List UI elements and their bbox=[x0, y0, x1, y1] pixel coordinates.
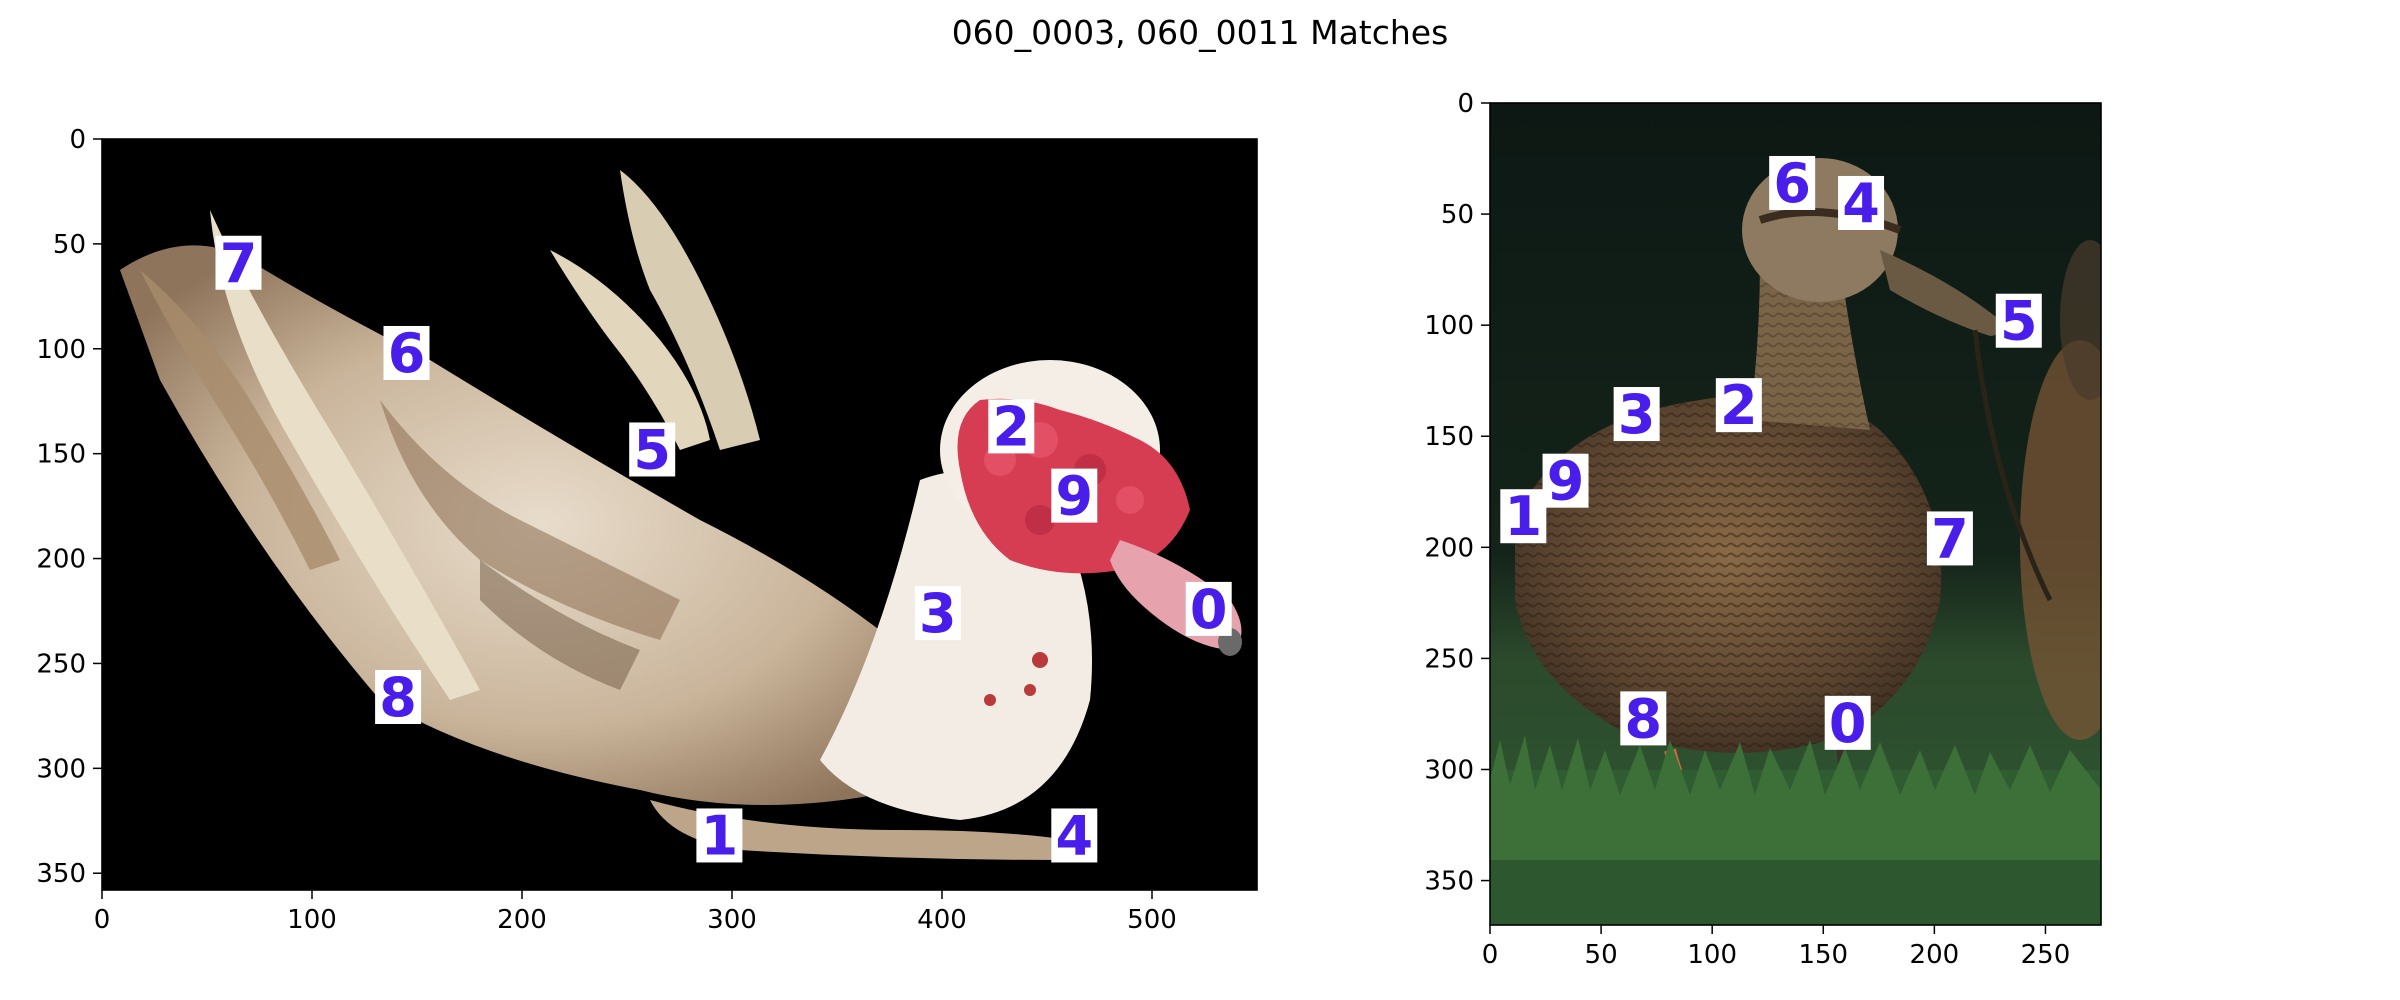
keypoint-number: 6 bbox=[1773, 152, 1811, 215]
x-tick-label: 100 bbox=[1687, 940, 1737, 970]
x-tick-label: 150 bbox=[1798, 940, 1848, 970]
keypoint-label-box bbox=[1500, 489, 1547, 544]
keypoint-label: 0 bbox=[1185, 578, 1232, 641]
keypoint-number: 4 bbox=[1842, 172, 1880, 235]
keypoint-number: 7 bbox=[1931, 507, 1969, 570]
keypoint-number: 8 bbox=[379, 666, 417, 729]
y-tick-label: 100 bbox=[1424, 311, 1474, 341]
keypoint-label: 6 bbox=[383, 322, 430, 385]
keypoint-number: 5 bbox=[633, 418, 671, 481]
y-tick-label: 250 bbox=[1424, 644, 1474, 674]
keypoint-label: 8 bbox=[375, 666, 422, 729]
x-tick-label: 250 bbox=[2021, 940, 2071, 970]
keypoint-number: 5 bbox=[2000, 290, 2038, 353]
x-tick-label: 0 bbox=[1482, 940, 1499, 970]
keypoint-number: 8 bbox=[1625, 687, 1663, 750]
y-tick-label: 150 bbox=[36, 440, 86, 470]
x-tick-label: 200 bbox=[497, 905, 547, 935]
y-tick-label: 0 bbox=[69, 125, 86, 155]
y-tick-label: 0 bbox=[1457, 89, 1474, 119]
keypoint-label: 4 bbox=[1051, 804, 1098, 867]
keypoint-label: 0 bbox=[1824, 692, 1871, 755]
keypoint-number: 4 bbox=[1056, 804, 1094, 867]
keypoint-number: 1 bbox=[701, 804, 739, 867]
right-photo bbox=[1490, 103, 2101, 925]
keypoint-label: 1 bbox=[1500, 485, 1547, 548]
keypoint-number: 2 bbox=[1720, 374, 1758, 437]
keypoint-label-box bbox=[988, 399, 1035, 454]
keypoint-label-box bbox=[1185, 581, 1232, 636]
y-tick-label: 350 bbox=[36, 859, 86, 889]
right-panel: 0 50 100 150 200 250 0 50 100 150 200 250 300 350 0 1 2… bbox=[1424, 89, 2102, 970]
x-tick-label: 500 bbox=[1127, 905, 1177, 935]
keypoint-number: 3 bbox=[919, 582, 957, 645]
y-tick-label: 100 bbox=[36, 335, 86, 365]
keypoint-label: 9 bbox=[1542, 450, 1589, 513]
keypoint-label: 9 bbox=[1051, 465, 1098, 528]
keypoint-number: 9 bbox=[1056, 465, 1094, 528]
keypoint-label-box bbox=[1613, 387, 1660, 442]
keypoint-label-box bbox=[383, 325, 430, 380]
keypoint-number: 0 bbox=[1190, 578, 1228, 641]
keypoint-label-box bbox=[1051, 468, 1098, 523]
keypoint-label: 3 bbox=[1613, 383, 1660, 446]
x-tick-label: 100 bbox=[287, 905, 337, 935]
keypoint-label-box bbox=[1542, 453, 1589, 508]
keypoint-number: 9 bbox=[1547, 450, 1585, 513]
y-tick-label: 50 bbox=[1441, 200, 1474, 230]
keypoint-number: 2 bbox=[993, 395, 1031, 458]
keypoint-label: 4 bbox=[1838, 172, 1885, 235]
y-tick-label: 200 bbox=[36, 545, 86, 575]
keypoint-label: 1 bbox=[696, 804, 743, 867]
keypoint-number: 7 bbox=[220, 232, 258, 295]
keypoint-label: 6 bbox=[1769, 152, 1816, 215]
keypoint-label: 3 bbox=[914, 582, 961, 645]
keypoint-label-box bbox=[1995, 293, 2042, 348]
y-tick-label: 150 bbox=[1424, 422, 1474, 452]
keypoint-label: 7 bbox=[215, 232, 262, 295]
y-tick-label: 300 bbox=[1424, 755, 1474, 785]
keypoint-label-box bbox=[1620, 691, 1667, 746]
y-tick-label: 50 bbox=[53, 230, 86, 260]
keypoint-label-box bbox=[1926, 511, 1973, 566]
y-tick-label: 200 bbox=[1424, 533, 1474, 563]
keypoint-label-box bbox=[1715, 378, 1762, 433]
keypoint-label-box bbox=[1051, 808, 1098, 863]
keypoint-label-box bbox=[696, 808, 743, 863]
x-tick-label: 0 bbox=[94, 905, 111, 935]
x-tick-label: 300 bbox=[707, 905, 757, 935]
keypoint-label-box bbox=[215, 235, 262, 290]
keypoint-label: 8 bbox=[1620, 687, 1667, 750]
keypoint-label-box bbox=[914, 586, 961, 641]
keypoint-number: 0 bbox=[1829, 692, 1867, 755]
left-panel: 0 100 200 300 400 500 0 50 100 150 200 250 300 350 0 1… bbox=[36, 125, 1258, 935]
keypoint-label: 7 bbox=[1926, 507, 1973, 570]
keypoint-label-box bbox=[1838, 175, 1885, 230]
y-tick-label: 250 bbox=[36, 649, 86, 679]
keypoint-label-box bbox=[629, 422, 676, 477]
figure-title: 060_0003, 060_0011 Matches bbox=[952, 13, 1449, 52]
keypoint-label-box bbox=[1769, 155, 1816, 210]
x-tick-label: 400 bbox=[917, 905, 967, 935]
keypoint-number: 1 bbox=[1505, 485, 1543, 548]
y-tick-label: 350 bbox=[1424, 867, 1474, 897]
left-axes: 0 100 200 300 400 500 0 50 100 150 200 250 300 350 0 1… bbox=[36, 125, 1258, 935]
keypoint-number: 3 bbox=[1618, 383, 1656, 446]
keypoint-number: 6 bbox=[388, 322, 426, 385]
keypoint-label: 5 bbox=[1995, 290, 2042, 353]
x-tick-label: 50 bbox=[1585, 940, 1618, 970]
x-tick-label: 200 bbox=[1910, 940, 1960, 970]
keypoint-label: 2 bbox=[1715, 374, 1762, 437]
right-axes: 0 50 100 150 200 250 0 50 100 150 200 250 300 350 0 1 2… bbox=[1424, 89, 2102, 970]
y-tick-label: 300 bbox=[36, 754, 86, 784]
keypoint-label-box bbox=[1824, 695, 1871, 750]
keypoint-label-box bbox=[375, 670, 422, 725]
keypoint-label: 5 bbox=[629, 418, 676, 481]
keypoint-label: 2 bbox=[988, 395, 1035, 458]
